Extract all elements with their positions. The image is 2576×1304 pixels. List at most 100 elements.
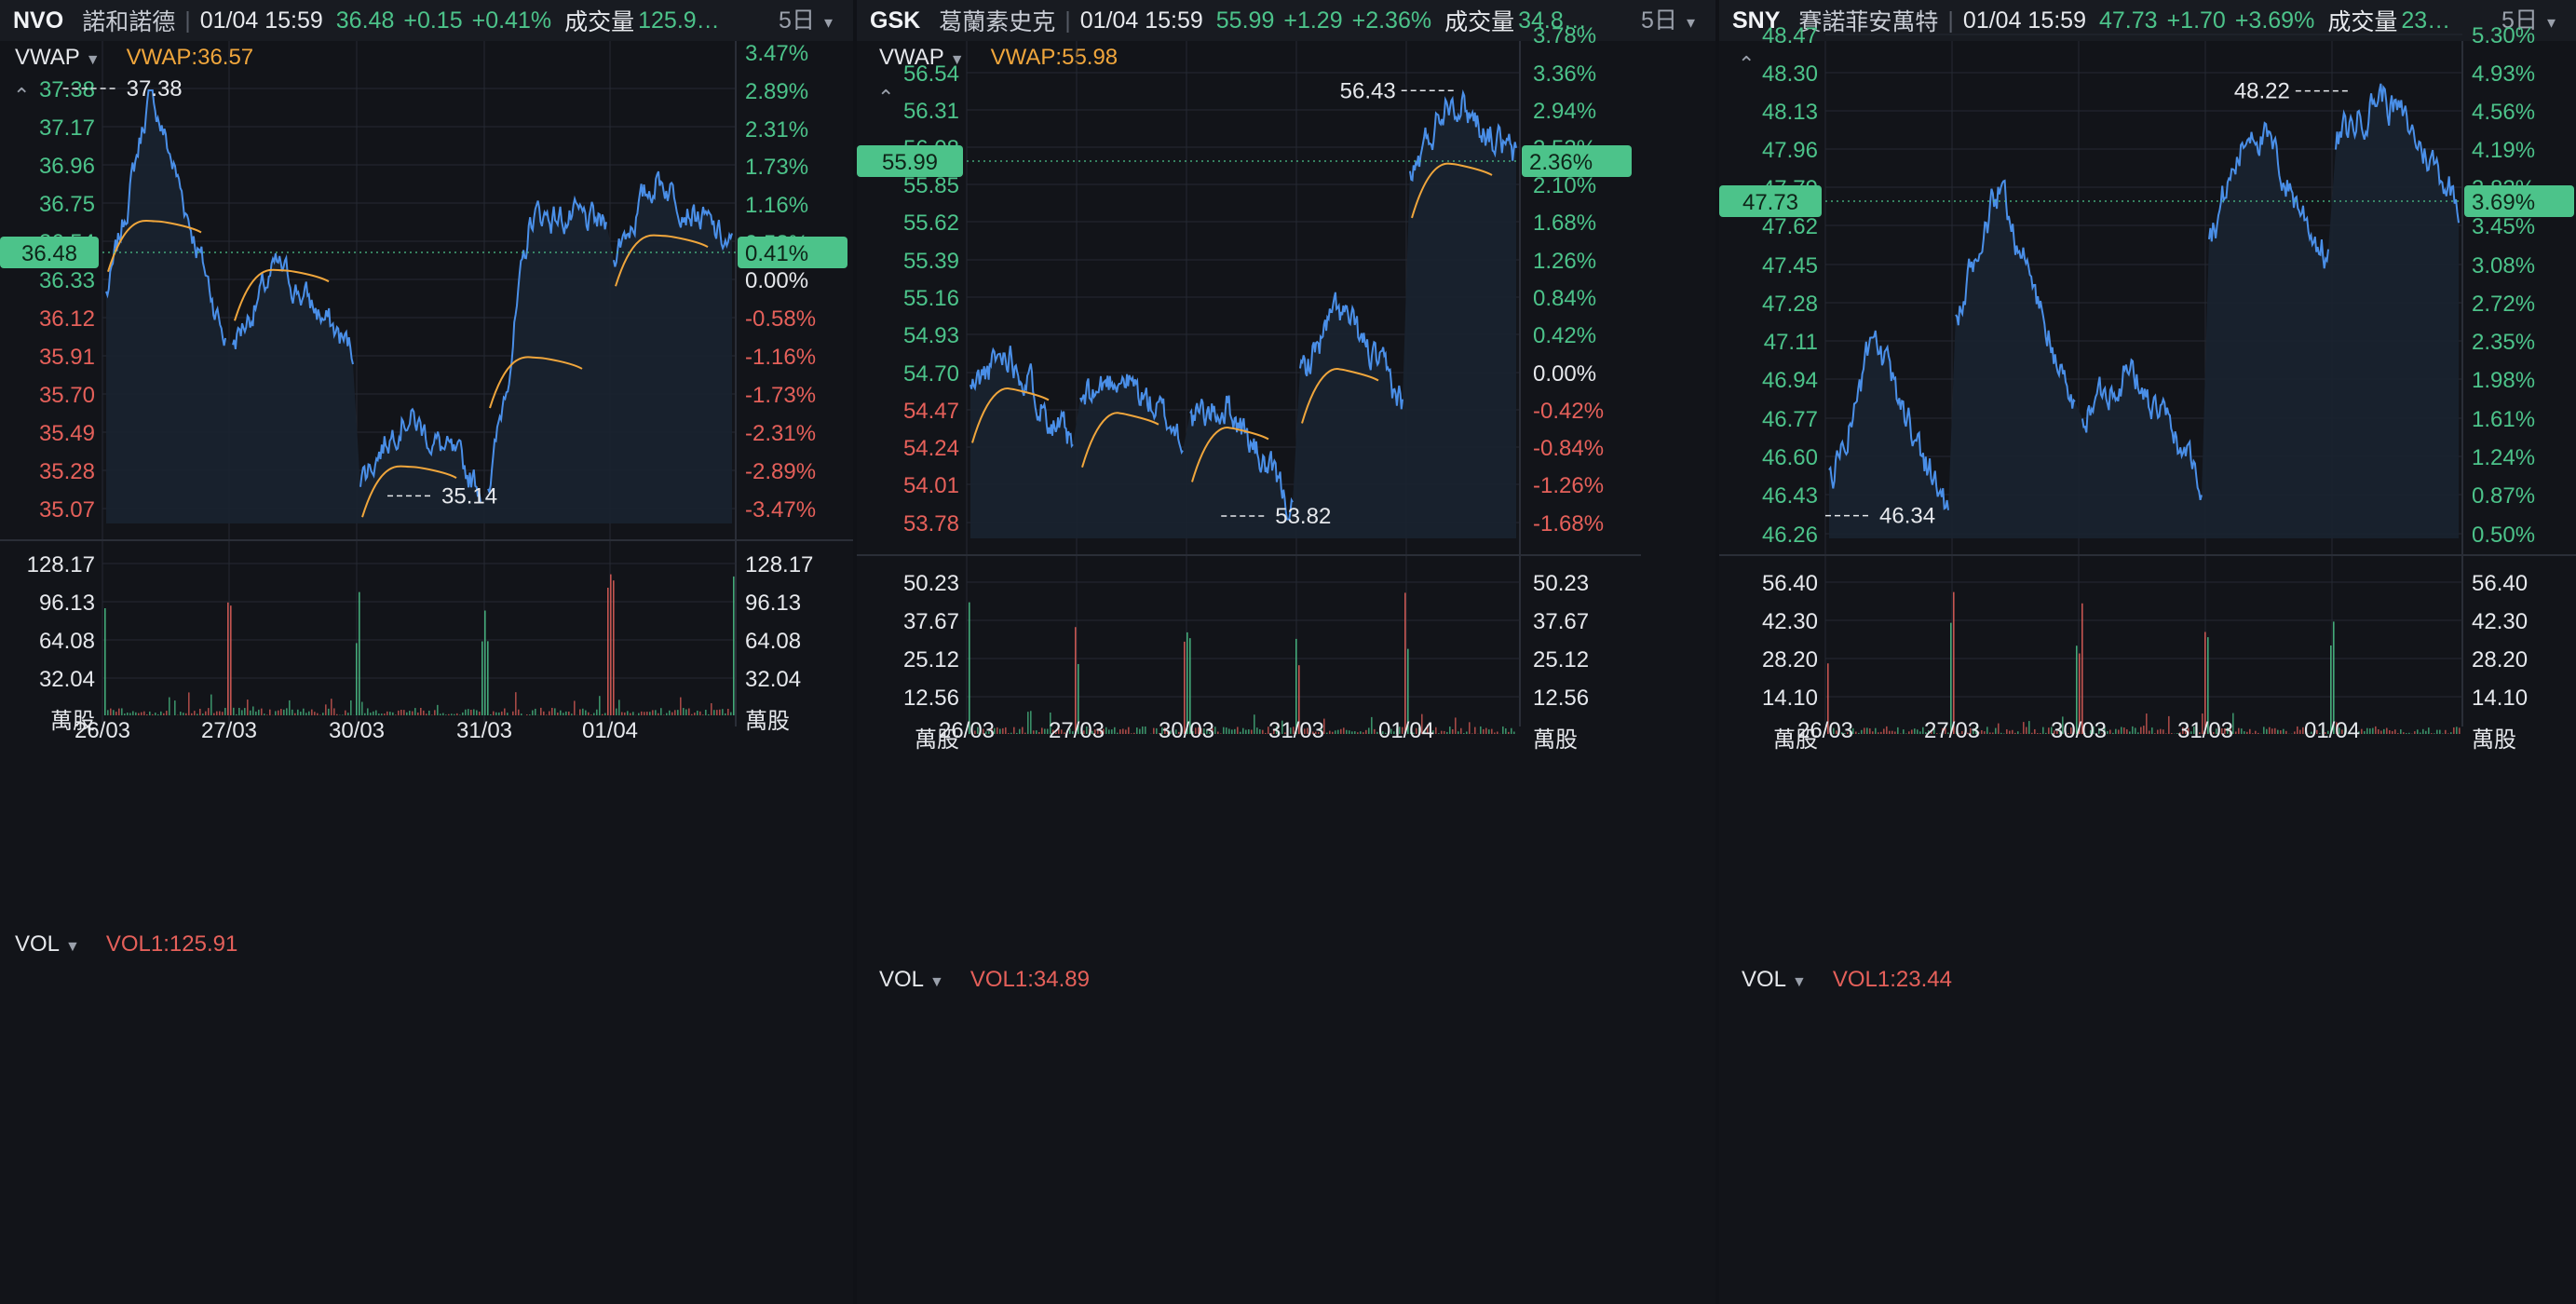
volume-bar (1318, 732, 1320, 734)
vwap-indicator[interactable]: VWAP ▼ VWAP:36.57 (15, 45, 253, 71)
range-selector[interactable]: 5日 ▾ (2485, 0, 2576, 41)
x-axis-date-label: 01/04 (582, 718, 638, 743)
volume-bar (481, 641, 483, 715)
chart-panel-gsk[interactable]: GSK 葛蘭素史克 | 01/04 15:59 55.99 +1.29 +2.3… (857, 0, 1715, 1304)
volume-bar (1908, 731, 1910, 734)
collapse-icon[interactable]: ⌃ (1738, 52, 1756, 75)
volume-bar (1044, 728, 1046, 734)
volume-bar (434, 710, 436, 715)
volume-bar (1455, 717, 1457, 734)
volume-bar (1480, 726, 1482, 734)
vwap-indicator[interactable]: VWAP ▼ VWAP:55.98 (879, 45, 1118, 71)
percent-tick-label: 1.68% (1533, 211, 1596, 236)
volume-bar (1432, 730, 1434, 734)
volume-bar (1852, 727, 1854, 734)
volume-bar (258, 709, 260, 715)
volume-bar (135, 712, 137, 715)
chart-panel-nvo[interactable]: NVO 諾和諾德 | 01/04 15:59 36.48 +0.15 +0.41… (0, 0, 853, 1304)
volume-bar (2414, 731, 2416, 734)
volume-bar (1984, 731, 1986, 734)
volume-bar (2341, 729, 2343, 734)
price-chart[interactable]: 37.3837.1736.9636.7536.5436.3336.1235.91… (0, 0, 853, 1304)
volume-bar (2397, 733, 2399, 734)
price-chart[interactable]: 48.4748.3048.1347.9647.7947.6247.4547.28… (1719, 0, 2576, 1304)
volume-bar (1245, 729, 1247, 734)
volume-bar (2132, 726, 2134, 734)
volume-bar (2344, 727, 2346, 734)
range-selector[interactable]: 5日 ▾ (1624, 0, 1715, 41)
volume-indicator-value: VOL1:23.44 (1832, 967, 1952, 992)
volume-bar (2104, 726, 2106, 734)
volume-bar (2297, 726, 2298, 734)
volume-bar (1335, 730, 1336, 734)
volume-bar (2143, 726, 2145, 734)
volume-bar (2299, 729, 2301, 734)
volume-bar (456, 713, 458, 715)
volume-bar (2137, 732, 2139, 734)
x-axis-date-label: 31/03 (456, 718, 512, 743)
volume-bar (1368, 727, 1370, 734)
volume-bar (1374, 728, 1376, 734)
collapse-icon[interactable]: ⌃ (877, 86, 895, 109)
volume-indicator[interactable]: VOL ▼ VOL1:125.91 (15, 931, 237, 958)
volume-bar (398, 710, 400, 715)
volume-bar (616, 708, 617, 715)
volume-bar (618, 700, 620, 715)
volume-bar (1349, 730, 1350, 734)
volume-bar (1836, 730, 1837, 734)
volume-bar (669, 710, 671, 715)
volume-bar (1488, 729, 1490, 734)
volume-bar (2383, 728, 2385, 734)
x-axis-date-label: 26/03 (75, 718, 130, 743)
volume-bar (342, 714, 344, 715)
vwap-value: VWAP:55.98 (990, 45, 1119, 70)
collapse-icon[interactable]: ⌃ (13, 84, 31, 107)
volume-bar (2327, 730, 2329, 734)
volume-bar (1055, 732, 1057, 734)
volume-bar (1942, 727, 1944, 734)
volume-bar (448, 713, 450, 715)
volume-bar (1385, 732, 1387, 734)
volume-bar (2389, 729, 2391, 734)
volume-bar (2202, 713, 2203, 734)
percent-tick-label: -1.73% (745, 383, 816, 408)
volume-bar (1494, 732, 1496, 734)
price-line (1828, 83, 2460, 510)
volume-bar (1340, 728, 1342, 734)
volume-bar (1304, 728, 1306, 734)
range-selector[interactable]: 5日 ▾ (762, 0, 853, 41)
volume-bar (1161, 727, 1163, 734)
volume-tick-label-left: 28.20 (1762, 647, 1818, 672)
volume-bar (1989, 732, 1991, 734)
price-chart[interactable]: 56.5456.3156.0855.8555.6255.3955.1654.93… (857, 0, 1715, 1304)
volume-bar (1089, 728, 1091, 734)
price-line (969, 88, 1517, 521)
chart-panel-sny[interactable]: SNY 賽諾菲安萬特 | 01/04 15:59 47.73 +1.70 +3.… (1719, 0, 2576, 1304)
volume-bar (238, 707, 240, 715)
volume-tick-label-left: 64.08 (39, 629, 95, 654)
volume-bar (1508, 731, 1510, 734)
volume-bar (1396, 728, 1398, 734)
volume-bar (2269, 727, 2271, 734)
volume-bar (356, 643, 358, 715)
volume-bar (247, 700, 249, 715)
volume-bar (2190, 731, 2192, 734)
volume-bar (977, 727, 979, 734)
volume-indicator[interactable]: VOL ▼ VOL1:34.89 (879, 967, 1090, 993)
volume-bar (2054, 730, 2055, 734)
volume-bar (2107, 731, 2108, 734)
volume-bar (2062, 716, 2064, 734)
volume-bar (1878, 732, 1879, 734)
volume-bar (278, 710, 279, 715)
volume-indicator-label: VOL (15, 931, 61, 957)
x-axis-date-label: 30/03 (2051, 718, 2107, 743)
volume-bar (1164, 727, 1166, 734)
current-percent-badge-label: 3.69% (2472, 190, 2535, 215)
volume-bar (244, 708, 246, 715)
volume-unit-left: 萬股 (915, 727, 959, 753)
volume-indicator[interactable]: VOL ▼ VOL1:23.44 (1742, 967, 1952, 993)
volume-bar (2162, 729, 2164, 734)
volume-bar (1460, 727, 1462, 734)
volume-bar (1399, 727, 1401, 734)
percent-tick-label: -1.68% (1533, 511, 1604, 537)
